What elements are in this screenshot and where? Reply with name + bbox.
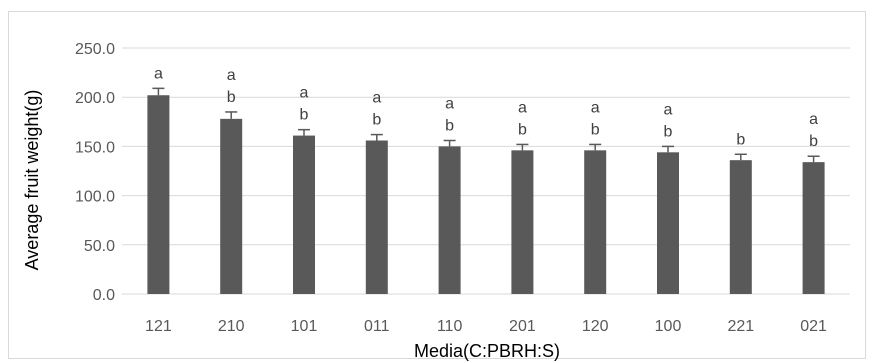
bar xyxy=(293,135,315,294)
significance-label: a xyxy=(591,99,600,116)
significance-label: a xyxy=(372,90,381,107)
significance-label: a xyxy=(154,65,163,82)
significance-label: a xyxy=(518,99,527,116)
x-tick-label: 210 xyxy=(218,318,245,335)
x-tick-label: 221 xyxy=(727,318,754,335)
y-tick-label: 200.0 xyxy=(75,90,115,107)
x-axis-ticks: 121 210 101 011 110 201 120 100 221 021 xyxy=(145,318,827,335)
x-tick-label: 110 xyxy=(437,318,463,335)
gridlines xyxy=(122,47,850,295)
bar xyxy=(729,160,752,294)
significance-label: b xyxy=(372,112,381,129)
x-tick-label: 101 xyxy=(291,318,318,335)
significance-label: b xyxy=(591,121,600,138)
bar xyxy=(365,140,388,294)
y-tick-label: 0.0 xyxy=(93,287,115,304)
significance-label: a xyxy=(300,85,309,102)
x-axis-title: Media(C:PBRH:S) xyxy=(414,341,560,361)
significance-label: b xyxy=(300,107,309,124)
bar xyxy=(657,152,679,294)
y-tick-label: 250.0 xyxy=(75,41,115,58)
significance-label: b xyxy=(809,133,818,150)
x-tick-label: 021 xyxy=(800,318,827,335)
bar xyxy=(220,118,243,295)
x-tick-label: 011 xyxy=(364,318,390,335)
significance-label: a xyxy=(227,67,236,84)
bar xyxy=(584,150,607,294)
significance-label: a xyxy=(809,111,818,128)
bar xyxy=(147,95,170,295)
significance-label: a xyxy=(445,95,454,112)
significance-label: b xyxy=(736,131,745,148)
y-tick-label: 50.0 xyxy=(84,238,115,255)
x-tick-label: 121 xyxy=(145,318,172,335)
y-axis-ticks: 0.0 50.0 100.0 150.0 200.0 250.0 xyxy=(75,41,115,304)
bar xyxy=(511,150,534,294)
bar xyxy=(802,162,825,294)
x-tick-label: 201 xyxy=(509,318,536,335)
x-tick-label: 100 xyxy=(655,318,682,335)
y-tick-label: 150.0 xyxy=(75,139,115,156)
significance-label: b xyxy=(445,117,454,134)
significance-label: b xyxy=(664,123,673,140)
y-tick-label: 100.0 xyxy=(75,189,115,206)
bar xyxy=(438,146,461,294)
x-tick-label: 120 xyxy=(582,318,609,335)
significance-label: a xyxy=(664,101,673,118)
y-axis-title: Average fruit weight(g) xyxy=(22,90,42,271)
significance-label: b xyxy=(518,121,527,138)
significance-label: b xyxy=(227,89,236,106)
